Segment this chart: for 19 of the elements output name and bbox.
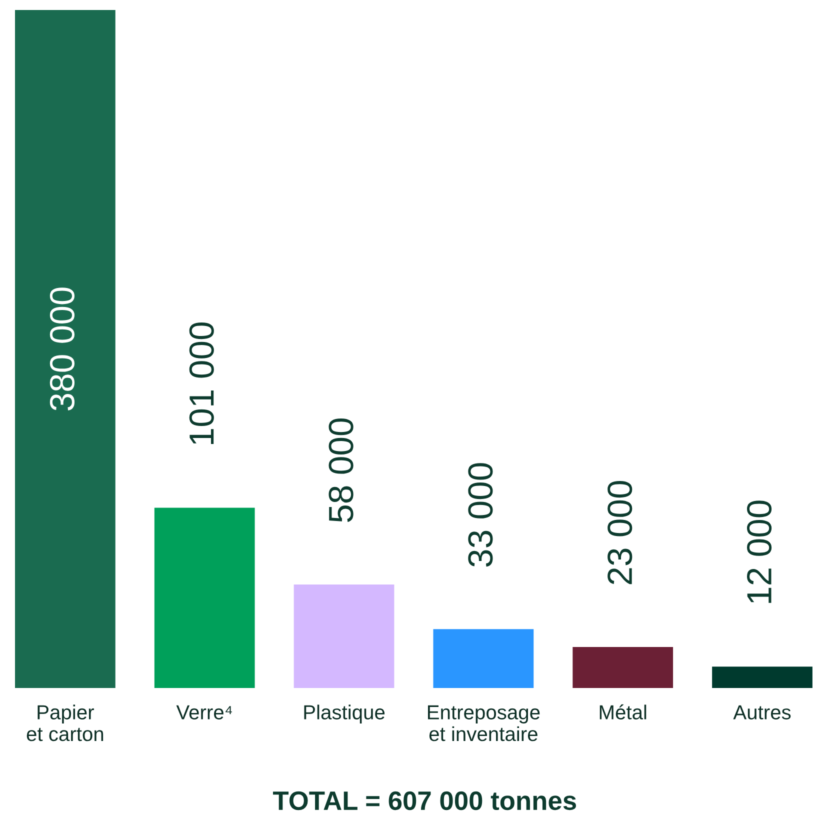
x-tick-label: Verre⁴ — [176, 705, 232, 720]
x-tick-label: Métal — [600, 704, 646, 720]
bar — [154, 508, 255, 688]
x-tick-label: Autres — [733, 705, 791, 720]
data-label: 23 000 — [608, 481, 632, 584]
bar — [572, 646, 674, 688]
data-label: 33 000 — [468, 463, 493, 567]
bar — [15, 10, 116, 688]
data-label: 12 000 — [746, 500, 772, 603]
bar — [712, 666, 812, 688]
data-label: 58 000 — [328, 418, 354, 522]
x-tick-label: Entreposage et inventaire — [428, 705, 540, 742]
data-label: 101 000 — [189, 322, 214, 444]
bar — [433, 629, 534, 688]
bar — [294, 584, 394, 688]
text: TOTAL = 607 000 tonnes — [273, 791, 576, 810]
x-tick-label: Plastique — [304, 704, 385, 724]
x-tick-label: Papier et carton — [26, 704, 104, 742]
data-label: 380 000 — [50, 288, 75, 410]
